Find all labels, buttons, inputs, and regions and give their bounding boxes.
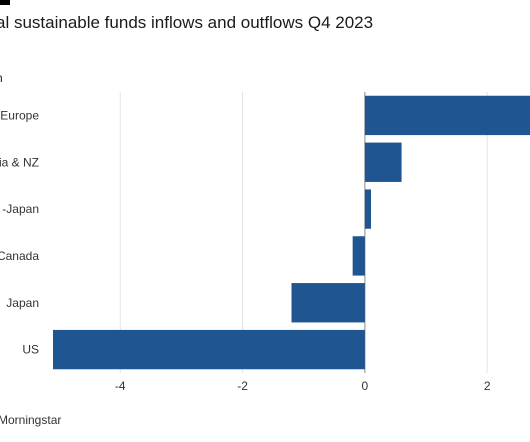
source-note: Morningstar <box>0 413 62 427</box>
x-tick-label: 0 <box>362 379 369 393</box>
x-tick-labels: -4 -2 0 2 <box>115 379 491 393</box>
category-label: ia & NZ <box>0 155 39 169</box>
x-tick-label: -2 <box>237 379 248 393</box>
bar <box>364 189 371 229</box>
bar <box>364 95 530 136</box>
x-tick-label: -4 <box>115 379 126 393</box>
category-labels: Europe ia & NZ -Japan Canada Japan US <box>0 108 39 356</box>
bars <box>53 95 530 370</box>
x-tick-label: 2 <box>484 379 491 393</box>
chart-title: al sustainable funds inflows and outflow… <box>0 13 374 32</box>
category-label: Canada <box>0 249 39 263</box>
bar <box>364 142 402 182</box>
unit-label: n <box>0 71 3 85</box>
bar <box>53 329 365 370</box>
brand-bar <box>0 0 10 5</box>
category-label: -Japan <box>2 202 39 216</box>
gridlines <box>119 92 488 373</box>
bar <box>291 283 365 323</box>
bar <box>352 236 365 276</box>
category-label: Europe <box>0 108 39 122</box>
category-label: US <box>22 343 39 357</box>
category-label: Japan <box>6 296 39 310</box>
